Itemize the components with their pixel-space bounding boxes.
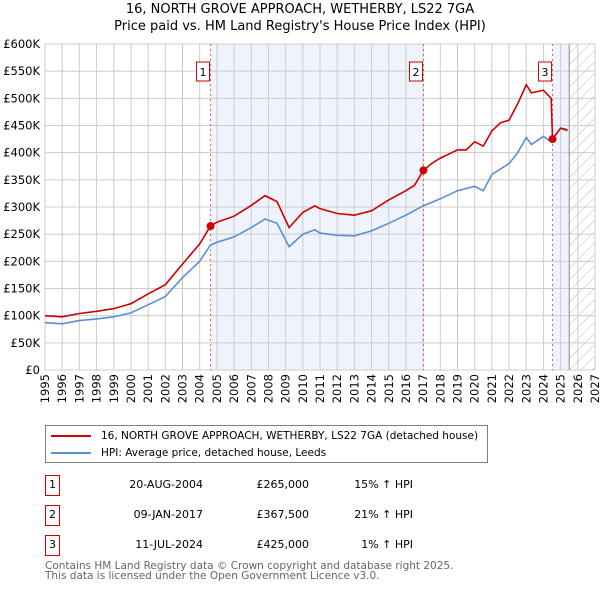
y-tick-label: £500K — [3, 91, 40, 105]
x-tick-label: 2018 — [433, 374, 447, 403]
x-tick-label: 2015 — [382, 374, 396, 403]
x-tick-label: 2009 — [279, 374, 293, 403]
x-tick-label: 2011 — [313, 374, 327, 403]
legend-label-price: 16, NORTH GROVE APPROACH, WETHERBY, LS22… — [101, 430, 479, 442]
transaction-hpi-diff: 1% ↑ HPI — [361, 538, 413, 551]
y-tick-label: £350K — [3, 173, 40, 187]
x-tick-label: 2025 — [554, 374, 568, 403]
legend-item-price: 16, NORTH GROVE APPROACH, WETHERBY, LS22… — [51, 428, 478, 444]
y-tick-label: £150K — [3, 282, 40, 296]
x-tick-label: 2007 — [244, 374, 258, 403]
x-tick-label: 1997 — [72, 374, 86, 403]
x-tick-label: 2017 — [416, 374, 430, 403]
x-tick-label: 2014 — [365, 374, 379, 403]
sale-point — [206, 222, 215, 231]
sale-marker-label: 2 — [412, 66, 419, 79]
x-tick-label: 2004 — [193, 374, 207, 403]
transaction-marker: 1 — [45, 475, 60, 496]
chart-svg: 1995 1996 1997 1998 1999 2000 2001 2002 2003 2004… — [3, 37, 600, 403]
x-tick-label: 2026 — [571, 374, 585, 403]
transaction-row: 3 11-JUL-2024 £425,000 1% ↑ HPI — [45, 535, 545, 556]
y-tick-label: £550K — [3, 64, 40, 78]
x-tick-label: 2020 — [468, 374, 482, 403]
sale-marker-box — [408, 61, 423, 82]
transaction-date: 09-JAN-2017 — [133, 508, 203, 521]
legend: 16, NORTH GROVE APPROACH, WETHERBY, LS22… — [45, 425, 488, 463]
sale-marker-box — [196, 61, 211, 82]
legend-label-hpi: HPI: Average price, detached house, Leed… — [101, 447, 327, 459]
footer-licence: This data is licensed under the Open Gov… — [45, 570, 380, 582]
chart-subtitle: Price paid vs. HM Land Registry's House … — [114, 19, 486, 34]
x-tick-label: 2021 — [485, 374, 499, 403]
transaction-date: 11-JUL-2024 — [135, 538, 203, 551]
footer-copyright: Contains HM Land Registry data © Crown c… — [45, 560, 454, 572]
price-paid-line — [44, 83, 568, 318]
sale-marker-label: 1 — [200, 66, 207, 79]
y-tick-label: £300K — [3, 200, 40, 214]
chart-title: 16, NORTH GROVE APPROACH, WETHERBY, LS22… — [125, 2, 475, 17]
transaction-price: £265,000 — [256, 478, 310, 491]
transaction-date: 20-AUG-2004 — [129, 478, 203, 491]
plot-border — [44, 43, 596, 371]
x-tick-label: 2016 — [399, 374, 413, 403]
y-tick-label: £100K — [3, 309, 40, 323]
y-tick-label: £600K — [3, 37, 40, 51]
transaction-row: 1 20-AUG-2004 £265,000 15% ↑ HPI — [45, 475, 545, 496]
x-tick-label: 2008 — [261, 374, 275, 403]
transaction-price: £367,500 — [256, 508, 310, 521]
sale-point — [419, 166, 428, 175]
transaction-price: £425,000 — [256, 538, 310, 551]
x-tick-label: 1999 — [107, 374, 121, 403]
x-tick-label: 2002 — [158, 374, 172, 403]
x-tick-label: 2023 — [519, 374, 533, 403]
x-tick-label: 2013 — [347, 374, 361, 403]
x-tick-label: 2010 — [296, 374, 310, 403]
legend-line-hpi — [51, 452, 91, 454]
sale-point — [548, 135, 557, 144]
x-tick-label: 2003 — [176, 374, 190, 403]
x-tick-label: 2005 — [210, 374, 224, 403]
transaction-hpi-diff: 15% ↑ HPI — [354, 478, 413, 491]
x-tick-label: 2006 — [227, 374, 241, 403]
x-tick-label: 1995 — [38, 374, 52, 403]
sale-marker-box — [538, 61, 553, 82]
transaction-marker: 2 — [45, 505, 60, 526]
x-tick-label: 1998 — [90, 374, 104, 403]
sale-marker-label: 3 — [542, 66, 549, 79]
x-tick-label: 2027 — [588, 374, 600, 403]
x-tick-label: 1996 — [55, 374, 69, 403]
y-tick-label: £200K — [3, 254, 40, 268]
y-tick-label: £0 — [25, 363, 40, 377]
x-tick-label: 2000 — [124, 374, 138, 403]
transaction-row: 2 09-JAN-2017 £367,500 21% ↑ HPI — [45, 505, 545, 526]
y-tick-label: £450K — [3, 119, 40, 133]
x-tick-label: 2022 — [502, 374, 516, 403]
x-tick-label: 2001 — [141, 374, 155, 403]
y-tick-label: £400K — [3, 146, 40, 160]
x-tick-label: 2024 — [536, 374, 550, 403]
hpi-line — [44, 127, 568, 325]
transaction-hpi-diff: 21% ↑ HPI — [354, 508, 413, 521]
y-tick-label: £250K — [3, 227, 40, 241]
x-tick-label: 2019 — [451, 374, 465, 403]
y-tick-label: £50K — [11, 336, 41, 350]
legend-line-price — [51, 435, 91, 437]
legend-item-hpi: HPI: Average price, detached house, Leed… — [51, 445, 326, 461]
x-tick-label: 2012 — [330, 374, 344, 403]
transaction-marker: 3 — [45, 535, 60, 556]
